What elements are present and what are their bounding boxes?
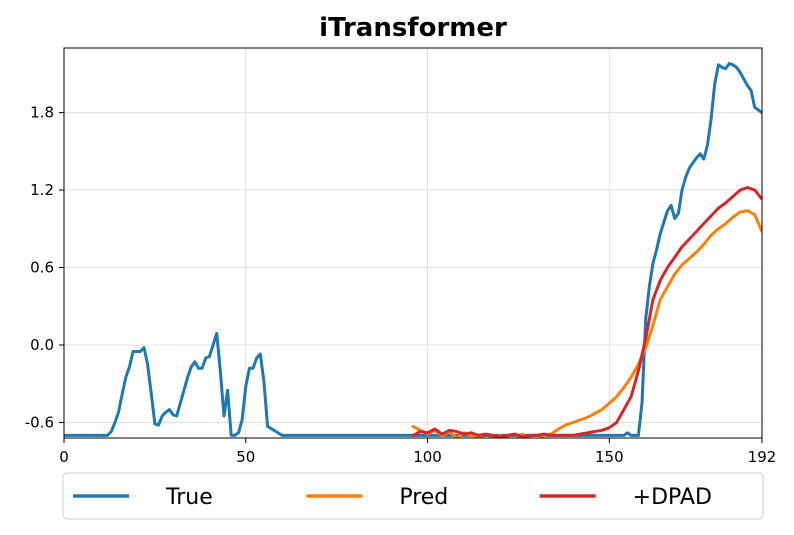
legend-label: Pred bbox=[399, 485, 448, 510]
y-tick-label: 1.2 bbox=[30, 181, 54, 199]
x-tick-label: 50 bbox=[236, 448, 255, 466]
x-tick-label: 192 bbox=[748, 448, 777, 466]
legend: True Pred +DPAD bbox=[62, 472, 764, 520]
series-line-dpad bbox=[411, 186, 762, 438]
series-line-pred bbox=[411, 209, 762, 438]
y-tick-label: 0.6 bbox=[30, 259, 54, 277]
legend-box bbox=[62, 472, 764, 520]
x-tick-label: 100 bbox=[413, 448, 442, 466]
x-tick-label: 150 bbox=[595, 448, 624, 466]
y-tick-label: 1.8 bbox=[30, 104, 54, 122]
x-tick-label: 0 bbox=[59, 448, 69, 466]
y-tick-label: 0.0 bbox=[30, 336, 54, 354]
plot-area-frame bbox=[63, 47, 763, 439]
y-tick-label: -0.6 bbox=[25, 414, 54, 432]
legend-label: True bbox=[165, 485, 213, 510]
series-line-true bbox=[64, 62, 762, 437]
axes: 0 50 100 150 192 -0.6 0.0 0.6 1.2 1.8 bbox=[25, 104, 777, 466]
chart-title: iTransformer bbox=[319, 13, 507, 43]
legend-label: +DPAD bbox=[633, 485, 712, 510]
series-lines bbox=[64, 62, 762, 438]
